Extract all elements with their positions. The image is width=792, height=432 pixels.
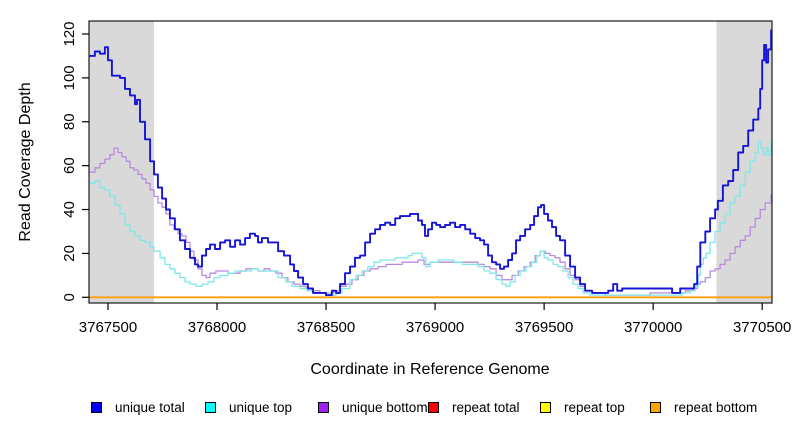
legend-label: repeat total <box>452 399 520 415</box>
y-tick-label: 60 <box>61 157 78 174</box>
legend-item-unique-top: unique top <box>205 396 292 418</box>
series-line-unique-bottom <box>89 147 772 296</box>
y-tick-label: 20 <box>61 245 78 262</box>
series-lines <box>89 29 772 299</box>
series-line-unique-top <box>89 140 772 296</box>
shaded-region-bands <box>89 21 772 303</box>
legend-label: repeat top <box>564 399 625 415</box>
legend-swatch <box>205 401 216 413</box>
x-axis-title: Coordinate in Reference Genome <box>310 361 549 378</box>
legend-item-unique-bottom: unique bottom <box>318 396 428 418</box>
legend-label: unique bottom <box>342 399 428 415</box>
legend-label: unique top <box>229 399 293 415</box>
legend-item-unique-total: unique total <box>91 396 185 418</box>
legend-item-repeat-total: repeat total <box>428 396 520 418</box>
legend-item-repeat-bottom: repeat bottom <box>650 396 757 418</box>
coverage-plot: 3767500 3768000 3768500 3769000 3769500 37700… <box>17 20 791 378</box>
y-tick-label: 80 <box>61 113 78 130</box>
x-tick-label: 3769500 <box>515 319 573 336</box>
plot-border-box <box>88 20 773 304</box>
x-tick-label: 3768500 <box>297 319 355 336</box>
shaded-region <box>89 21 154 303</box>
y-tick-label: 120 <box>61 21 78 46</box>
y-axis-title: Read Coverage Depth <box>17 82 34 241</box>
x-tick-label: 3770500 <box>733 319 791 336</box>
x-tick-label: 3767500 <box>79 319 137 336</box>
series-line-unique-total <box>89 29 772 297</box>
legend-item-repeat-top: repeat top <box>540 396 625 418</box>
legend-label: unique total <box>115 399 185 415</box>
legend: unique total unique top unique bottom repea… <box>0 396 792 422</box>
legend-swatch <box>428 401 439 413</box>
x-axis-ticks: 3767500 3768000 3768500 3769000 3769500 37700… <box>79 303 791 336</box>
legend-label: repeat bottom <box>674 399 758 415</box>
legend-swatch <box>91 401 102 413</box>
legend-swatch <box>650 401 661 413</box>
x-tick-label: 3770000 <box>624 319 682 336</box>
y-tick-label: 40 <box>61 201 78 218</box>
x-tick-label: 3768000 <box>188 319 246 336</box>
x-tick-label: 3769000 <box>406 319 464 336</box>
y-tick-label: 100 <box>61 65 78 90</box>
legend-swatch <box>540 401 551 413</box>
legend-swatch <box>318 401 329 413</box>
y-axis-ticks: 0 20 40 60 80 100 120 <box>61 21 89 301</box>
y-tick-label: 0 <box>61 293 78 301</box>
